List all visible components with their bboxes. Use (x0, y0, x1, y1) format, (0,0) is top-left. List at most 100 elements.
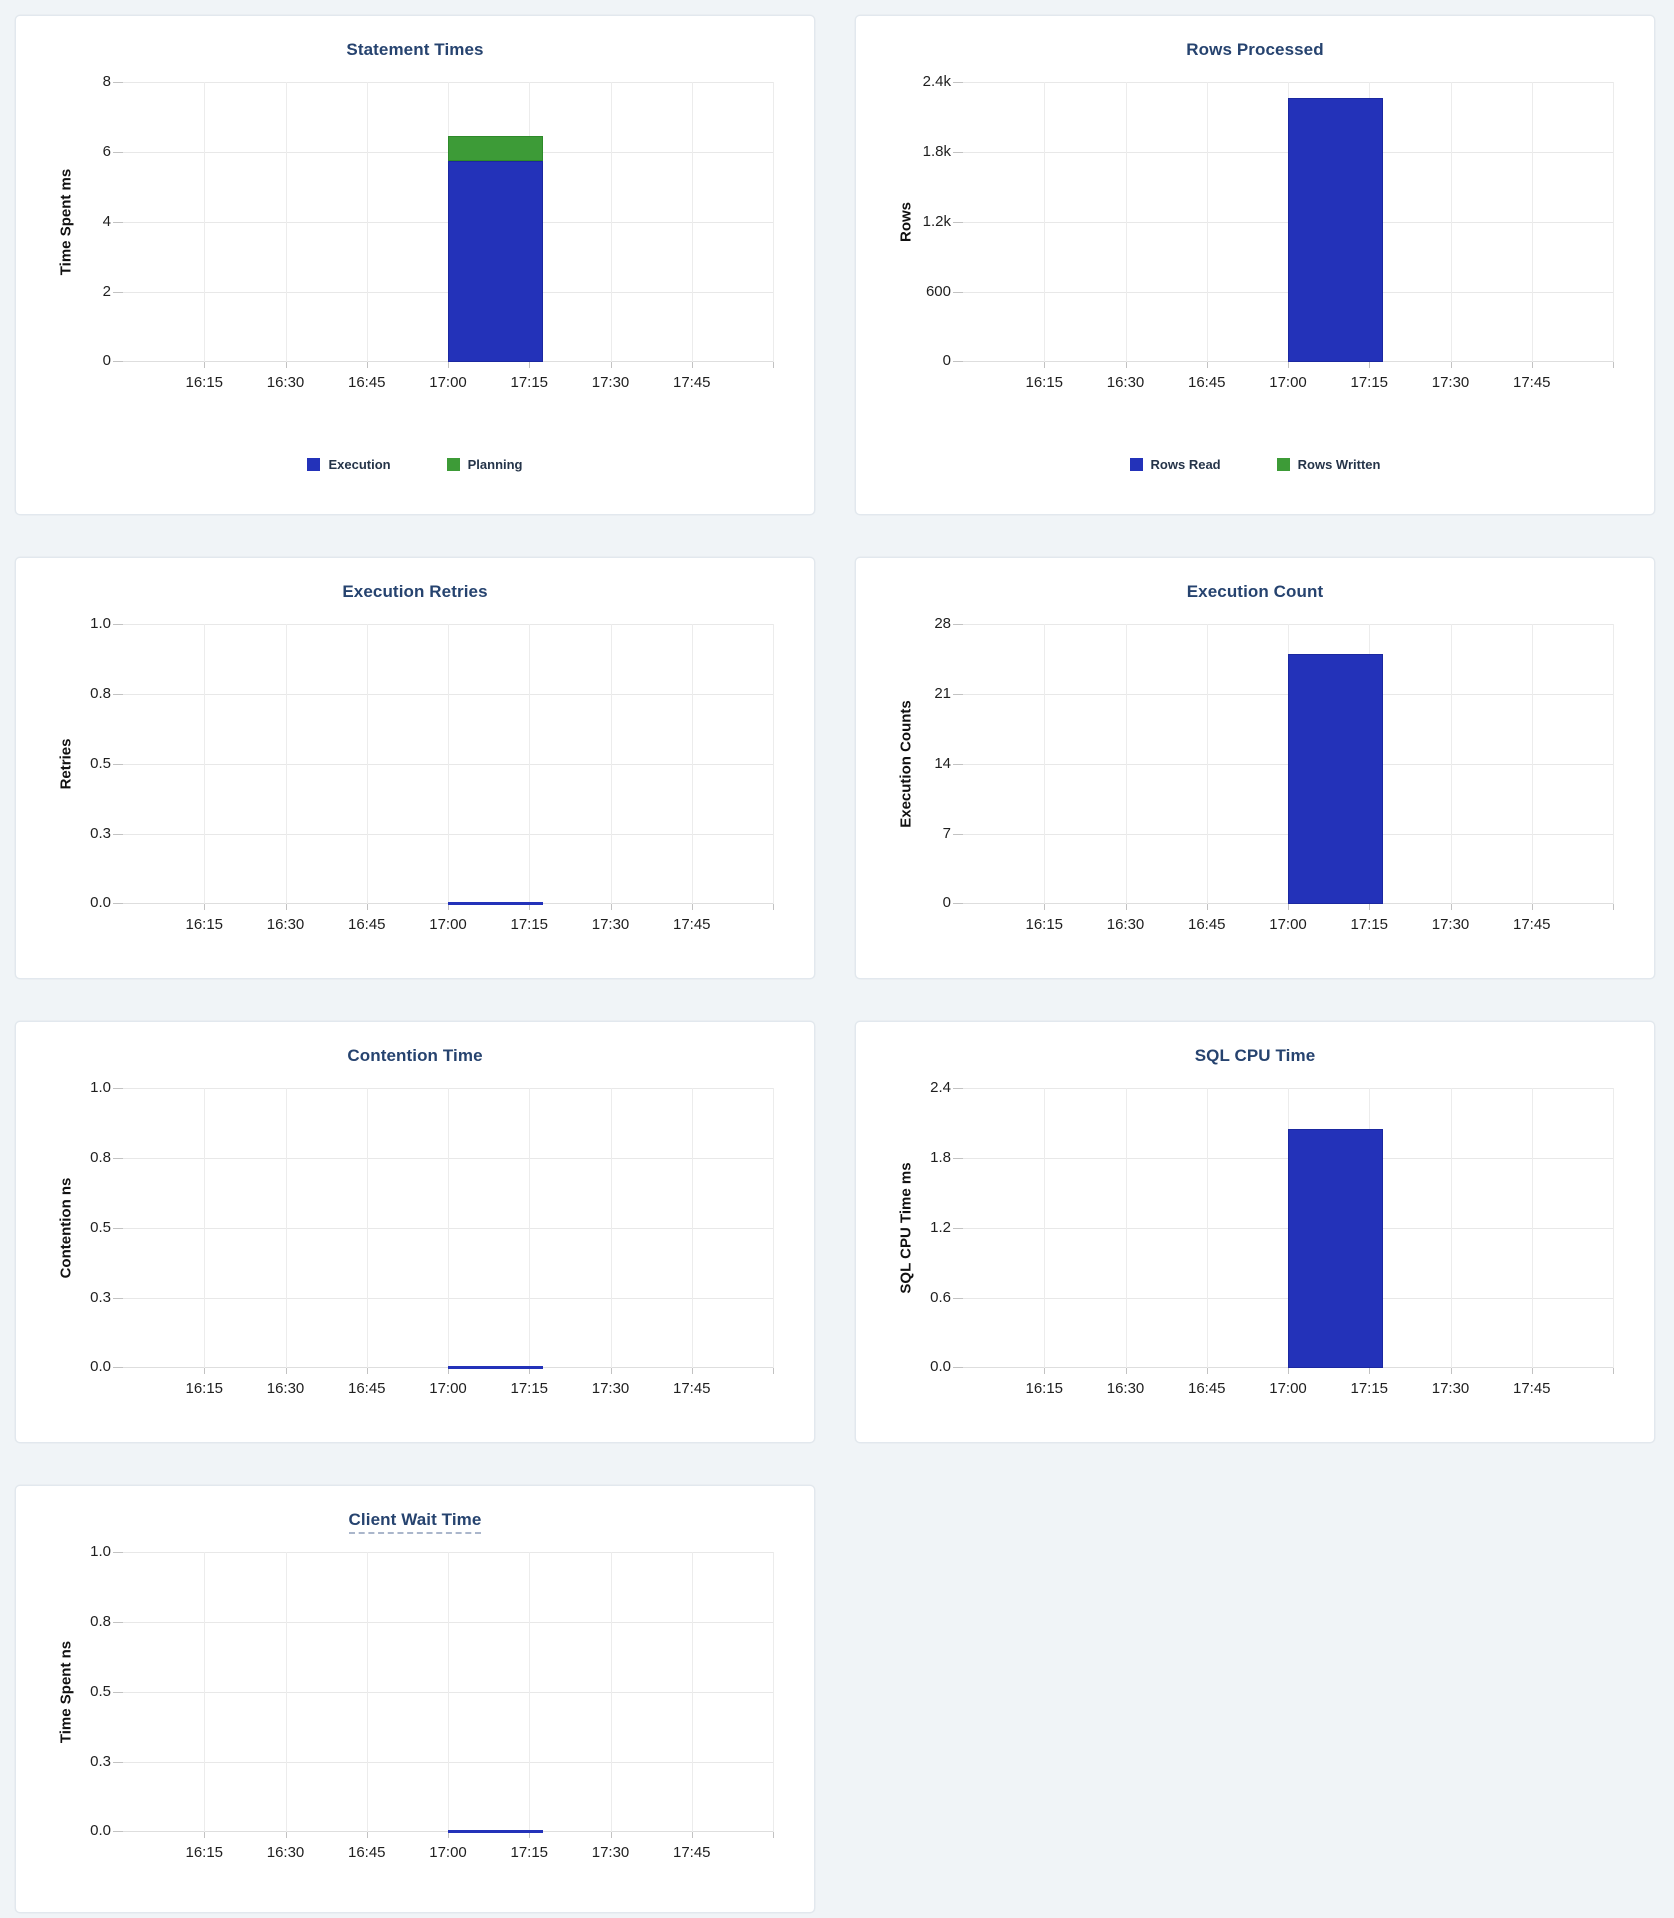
y-tick-label: 0.3 (90, 1753, 111, 1770)
x-gridline (691, 1088, 693, 1368)
x-tick-mark (1613, 1368, 1614, 1374)
x-tick-mark (1369, 904, 1371, 910)
x-tick-label: 17:45 (1512, 1380, 1551, 1397)
y-tick-mark (953, 1298, 963, 1299)
plot-area[interactable] (953, 82, 1614, 368)
y-tick-label: 7 (942, 825, 951, 842)
x-tick-mark (1613, 904, 1614, 910)
y-tick-mark (113, 361, 123, 362)
bar-execution-count[interactable] (1288, 654, 1383, 904)
x-gridline (1531, 624, 1533, 904)
x-tick-label: 17:15 (510, 374, 549, 391)
y-tick-label: 0.5 (90, 1683, 111, 1700)
x-tick-mark (691, 1832, 693, 1838)
plot-area[interactable] (953, 624, 1614, 910)
bar-execution[interactable] (448, 160, 543, 362)
legend-item-execution[interactable]: Execution (307, 457, 391, 472)
x-tick-mark (1450, 362, 1452, 368)
x-tick-label: 17:30 (1431, 374, 1470, 391)
x-tick-mark (448, 1368, 449, 1374)
x-tick-label: 17:00 (429, 374, 467, 391)
legend-item-planning[interactable]: Planning (446, 457, 523, 472)
x-tick-mark (366, 1832, 368, 1838)
bar-sql-cpu-time[interactable] (1288, 1128, 1383, 1368)
x-tick-mark (1288, 362, 1289, 368)
y-tick-mark (113, 1088, 123, 1089)
x-tick-mark (285, 362, 287, 368)
x-tick-mark (1369, 1368, 1371, 1374)
x-tick-mark (610, 1832, 612, 1838)
legend-item-rows-written[interactable]: Rows Written (1276, 457, 1380, 472)
y-tick-label: 0 (102, 352, 111, 369)
y-tick-label: 2.4 (930, 1079, 951, 1096)
x-gridline (1450, 82, 1452, 362)
x-gridline (1450, 1088, 1452, 1368)
x-gridline (285, 82, 287, 362)
zero-value-line-client-wait-time[interactable] (448, 1830, 543, 1833)
x-tick-label: 16:15 (185, 1844, 224, 1861)
x-tick-label: 16:45 (347, 1380, 386, 1397)
x-tick-label: 17:15 (1350, 916, 1389, 933)
x-tick-mark (204, 904, 206, 910)
x-tick-label: 16:15 (185, 374, 224, 391)
y-tick-label: 1.2 (930, 1219, 951, 1236)
x-tick-mark (773, 362, 774, 368)
x-gridline (1613, 82, 1614, 362)
y-tick-mark (113, 1367, 123, 1368)
plot-area[interactable] (113, 82, 774, 368)
x-tick-mark (285, 904, 287, 910)
x-gridline (610, 624, 612, 904)
x-gridline (529, 624, 531, 904)
plot-area[interactable] (113, 1088, 774, 1374)
x-tick-mark (204, 1832, 206, 1838)
chart-title: Contention Time (16, 1046, 814, 1066)
x-tick-label: 17:45 (672, 916, 711, 933)
y-tick-mark (953, 624, 963, 625)
legend-item-rows-read[interactable]: Rows Read (1129, 457, 1221, 472)
x-tick-label: 16:30 (1106, 374, 1145, 391)
x-tick-label: 17:15 (510, 1380, 549, 1397)
x-tick-mark (1450, 1368, 1452, 1374)
x-tick-mark (1125, 904, 1127, 910)
y-tick-mark (113, 1762, 123, 1763)
chart-legend: Rows Read Rows Written (856, 457, 1654, 472)
x-gridline (773, 624, 774, 904)
x-tick-label: 16:15 (1025, 916, 1064, 933)
x-tick-label: 17:30 (1431, 916, 1470, 933)
y-tick-mark (953, 1088, 963, 1089)
legend-label: Rows Read (1150, 457, 1221, 472)
bar-planning[interactable] (448, 136, 543, 161)
x-gridline (1125, 82, 1127, 362)
x-tick-mark (448, 904, 449, 910)
plot-area[interactable] (953, 1088, 1614, 1374)
x-gridline (1531, 82, 1533, 362)
y-tick-label: 1.2k (922, 213, 951, 230)
x-tick-label: 16:15 (185, 1380, 224, 1397)
x-tick-mark (204, 362, 206, 368)
y-tick-label: 8 (102, 73, 111, 90)
x-gridline (691, 624, 693, 904)
y-tick-mark (113, 764, 123, 765)
x-tick-mark (529, 362, 531, 368)
y-tick-label: 1.0 (90, 1079, 111, 1096)
y-tick-label: 6 (102, 143, 111, 160)
x-gridline (448, 624, 449, 904)
x-tick-label: 16:45 (347, 374, 386, 391)
x-tick-mark (448, 362, 449, 368)
x-gridline (1206, 1088, 1208, 1368)
y-tick-label: 14 (934, 755, 951, 772)
x-tick-label: 17:00 (1269, 916, 1307, 933)
chart-title-tooltip-trigger[interactable]: Client Wait Time (348, 1510, 482, 1534)
plot-area[interactable] (113, 624, 774, 910)
x-gridline (529, 1088, 531, 1368)
zero-value-line-contention-time[interactable] (448, 1366, 543, 1369)
y-tick-label: 1.8 (930, 1149, 951, 1166)
chart-title: Execution Count (856, 582, 1654, 602)
y-tick-mark (113, 1622, 123, 1623)
plot-area[interactable] (113, 1552, 774, 1838)
zero-value-line-retries[interactable] (448, 902, 543, 905)
x-tick-label: 17:00 (429, 1844, 467, 1861)
bar-rows-read[interactable] (1288, 98, 1383, 362)
y-tick-label: 600 (925, 283, 951, 300)
